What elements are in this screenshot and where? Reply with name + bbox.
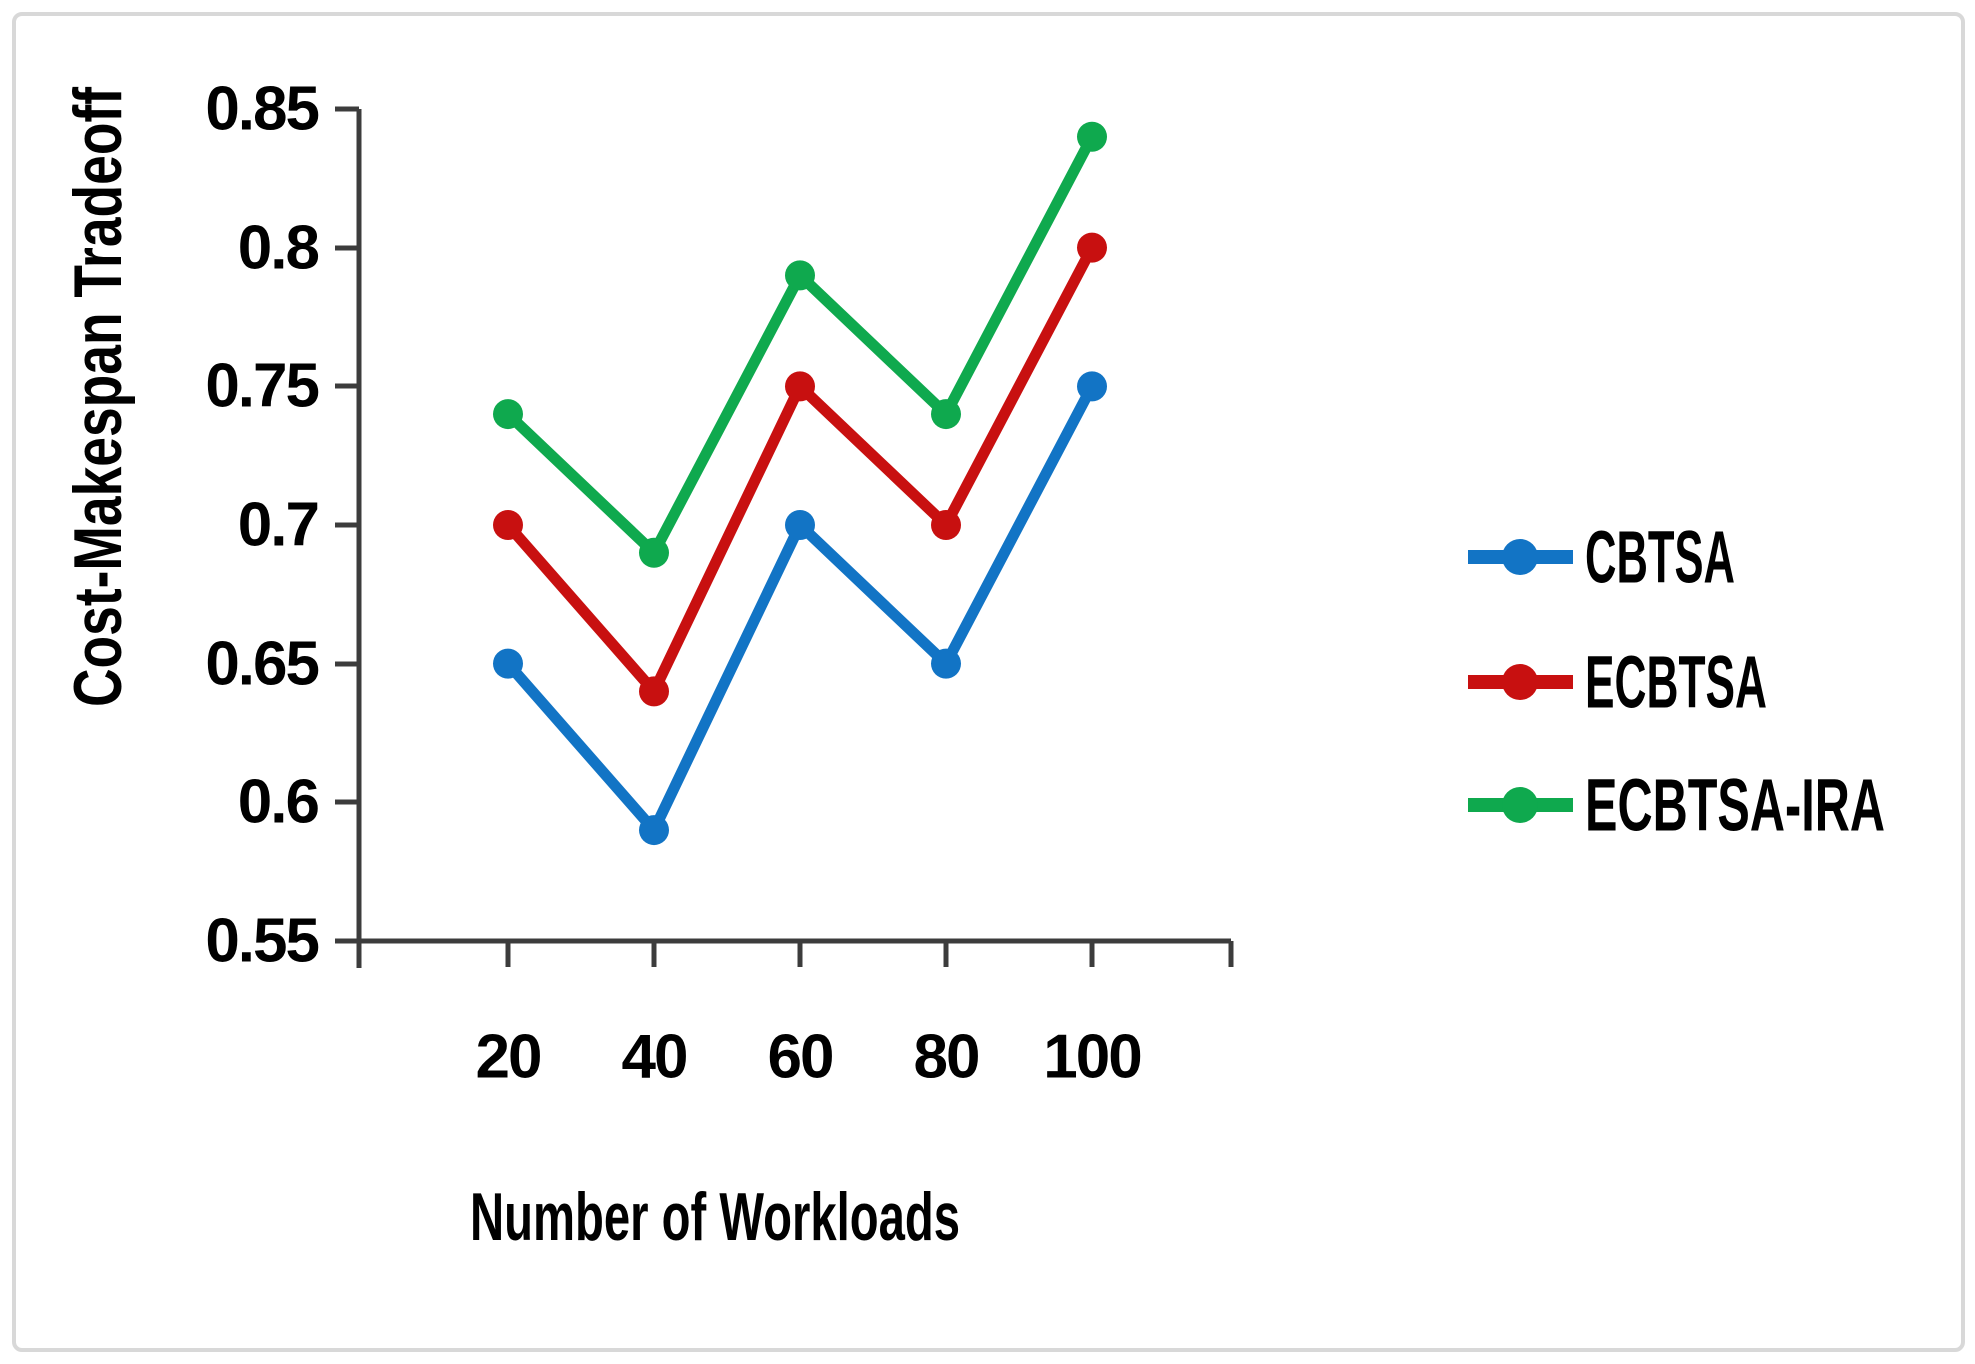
legend-label: ECBTSA-IRA	[1585, 764, 1885, 847]
y-tick-label: 0.55	[205, 907, 318, 976]
data-point	[493, 510, 523, 540]
data-point	[1077, 121, 1107, 152]
y-tick-label: 0.85	[205, 75, 318, 144]
y-axis-title: Cost-Makespan Tradeoff	[60, 87, 136, 707]
y-tick-label: 0.8	[238, 214, 319, 283]
data-point	[493, 399, 523, 430]
data-point	[931, 399, 961, 430]
y-axis: 0.85 0.8 0.75 0.7 0.65 0.6 0.55	[205, 75, 362, 976]
data-point	[639, 676, 669, 707]
legend-item-ecbtsa: ECBTSA	[1468, 641, 1767, 724]
data-point	[1077, 371, 1107, 402]
data-point	[785, 260, 815, 291]
y-tick-label: 0.6	[238, 768, 319, 837]
data-point	[785, 371, 815, 402]
legend-dot-swatch	[1502, 664, 1538, 700]
x-tick-label: 80	[914, 1023, 979, 1092]
legend-label: ECBTSA	[1585, 641, 1767, 724]
x-tick-label: 40	[622, 1023, 687, 1092]
series-line-cbtsa	[502, 380, 1098, 836]
x-axis-title: Number of Workloads	[470, 1179, 960, 1255]
x-tick-label: 60	[768, 1023, 833, 1092]
data-point	[639, 815, 669, 846]
data-point	[1077, 232, 1107, 263]
legend-label: CBTSA	[1585, 516, 1735, 599]
legend-dot-swatch	[1502, 539, 1538, 575]
data-point	[785, 510, 815, 540]
data-point	[493, 648, 523, 679]
legend-item-ecbtsa-ira: ECBTSA-IRA	[1468, 764, 1885, 847]
legend: CBTSA ECBTSA ECBTSA-IRA	[1468, 516, 1885, 847]
data-point	[931, 510, 961, 540]
series-layer	[493, 121, 1107, 846]
y-tick-label: 0.65	[205, 630, 318, 699]
series-line-ecbtsa-ira	[502, 131, 1098, 559]
x-tick-label: 100	[1043, 1023, 1140, 1092]
x-axis: 20 40 60 80 100	[335, 938, 1234, 1092]
legend-dot-swatch	[1502, 787, 1538, 823]
data-point	[931, 648, 961, 679]
data-point	[639, 537, 669, 568]
x-tick-label: 20	[476, 1023, 541, 1092]
y-tick-label: 0.75	[205, 352, 318, 421]
legend-item-cbtsa: CBTSA	[1468, 516, 1735, 599]
y-tick-label: 0.7	[238, 491, 318, 560]
